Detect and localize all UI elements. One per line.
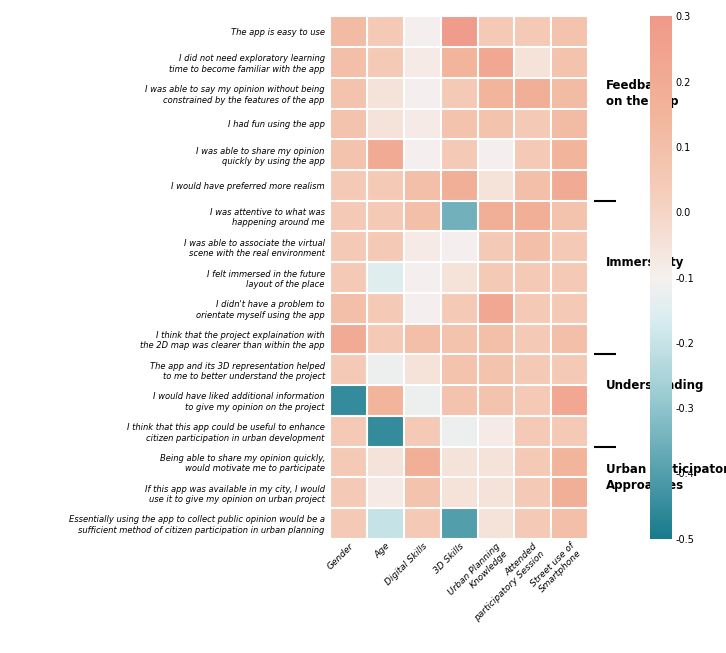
Text: Immersivity: Immersivity [606,256,685,268]
Text: Urban Participatory
Approaches: Urban Participatory Approaches [606,463,726,492]
Text: Feedback
on the App: Feedback on the App [606,78,679,108]
Text: Understanding: Understanding [606,379,704,392]
